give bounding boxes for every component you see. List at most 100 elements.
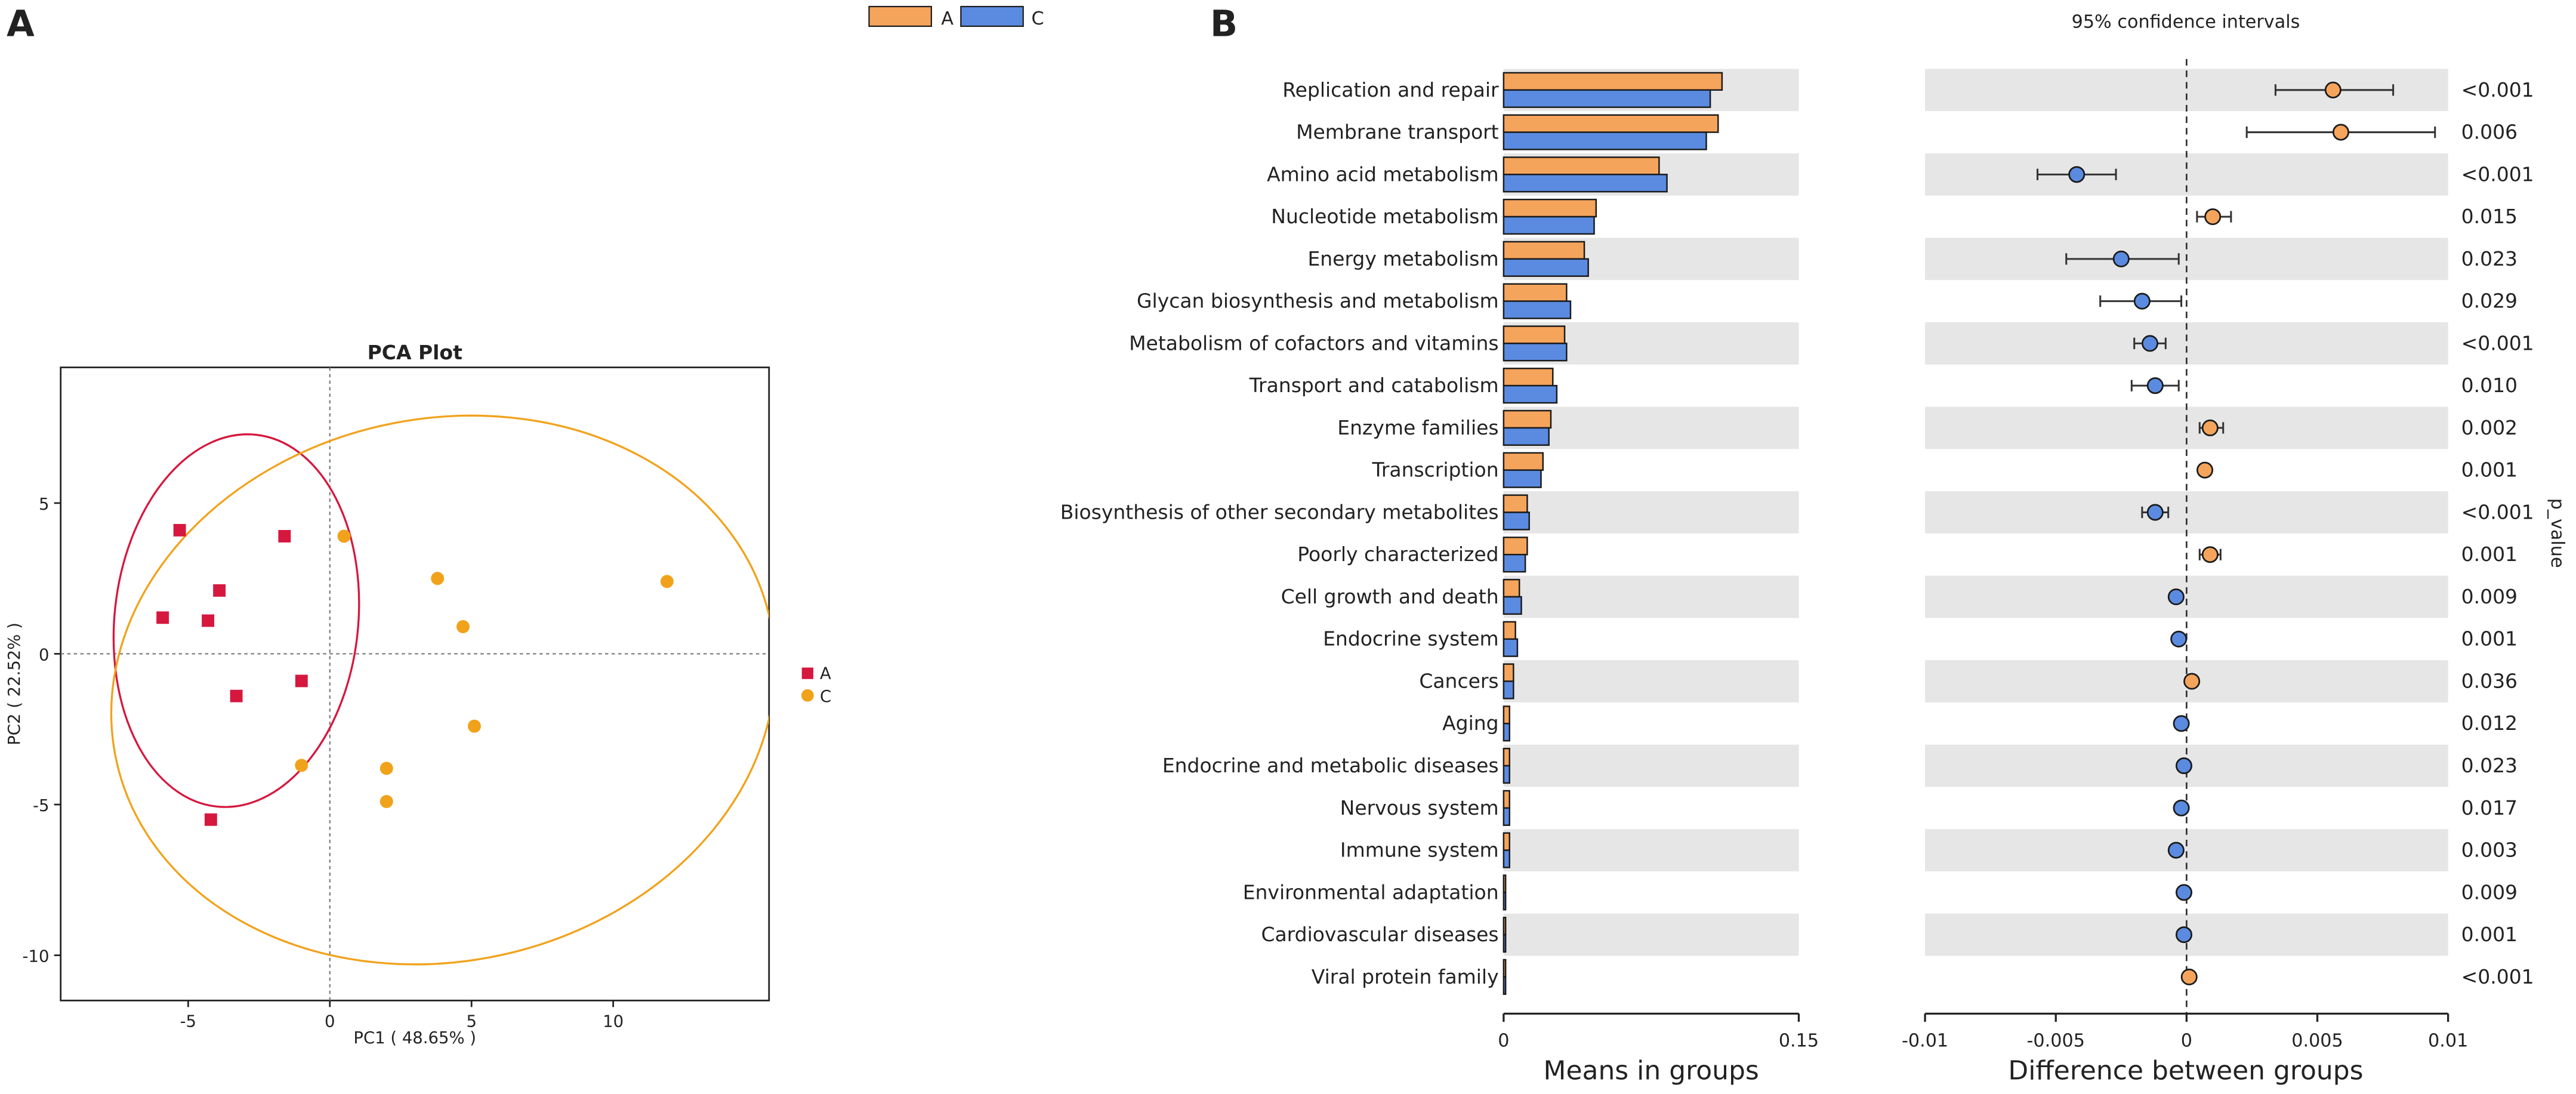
bar-c [1503,343,1568,362]
row-stripe-means [1503,660,1799,702]
bar-a [1503,72,1723,91]
pca-x-tick-label: 10 [603,1012,624,1031]
bar-a [1503,283,1568,302]
category-label: Glycan biosynthesis and metabolism [1137,289,1499,313]
category-label: Energy metabolism [1307,247,1498,270]
pca-legend: A C [801,664,831,706]
pca-point-a [213,584,226,597]
bar-a [1503,452,1544,471]
p-value-label: 0.002 [2461,416,2518,439]
p-value-label: <0.001 [2461,331,2534,355]
category-label: Viral protein family [1312,965,1499,988]
pca-y-tick-label: -10 [23,947,50,966]
category-label: Aging [1442,711,1498,735]
means-x-ticks: 0 0.15 [1498,1013,1819,1051]
pca-legend-c-swatch [801,689,814,702]
bar-a [1503,705,1510,725]
bar-c [1503,638,1519,657]
diff-point [2141,335,2159,352]
bar-c [1503,892,1507,911]
p-value-label: 0.009 [2461,585,2518,608]
bar-a [1503,832,1510,851]
diff-point [2112,250,2130,267]
diff-point [2196,461,2214,479]
diff-point [2167,842,2185,859]
p-value-label: 0.023 [2461,247,2518,270]
pca-point-c [456,620,470,633]
bar-c [1503,469,1542,488]
diff-point [2180,968,2198,985]
diff-x-tick-label: -0.01 [1902,1030,1948,1051]
diff-x-ticks: -0.01 -0.005 0 0.005 0.01 [1902,1013,2468,1051]
row-stripe-means [1503,406,1799,449]
row-stripe-means [1503,829,1799,871]
pca-point-c [295,759,308,772]
p-value-label: 0.001 [2461,543,2518,566]
p-value-label: 0.001 [2461,458,2518,482]
category-label: Amino acid metabolism [1267,162,1499,186]
diff-point [2170,630,2188,648]
category-label: Transcription [1372,458,1499,482]
category-label: Endocrine system [1323,627,1499,651]
category-label: Membrane transport [1296,121,1499,144]
bar-a [1503,368,1554,387]
diff-point [2173,715,2190,732]
legend-a-swatch [868,5,932,27]
diff-point [2167,588,2185,605]
diff-point [2133,292,2151,310]
p-value-label: 0.006 [2461,121,2518,144]
row-stripe-means [1503,744,1799,787]
bar-c [1503,258,1589,277]
panel-b-extended-error-bar: B A C 95% confidence intervals Replicati… [868,3,2568,1086]
legend-c-swatch [960,5,1024,27]
category-label: Environmental adaptation [1243,880,1499,904]
bar-c [1503,765,1510,784]
pca-y-tick-label: 0 [39,645,49,664]
pca-point-c [337,529,351,543]
means-x-tick-label: 0 [1498,1030,1509,1051]
bar-a [1503,494,1528,513]
bar-a [1503,874,1507,893]
diff-point [2204,208,2222,226]
category-label: Poorly characterized [1297,543,1498,566]
diff-x-tick-label: 0 [2181,1030,2192,1051]
legend-c-label: C [1031,8,1044,29]
means-x-axis-label: Means in groups [1544,1055,1759,1086]
pca-point-c [380,794,393,808]
pca-point-a [295,674,308,688]
pca-y-ticks: 5 0 -5 -10 [23,495,61,966]
p-value-label: 0.001 [2461,627,2518,651]
bar-a [1503,578,1520,598]
pca-ellipse-a [112,433,360,808]
bar-a [1503,663,1514,682]
bar-c [1503,174,1668,193]
pca-point-c [431,572,445,585]
bar-a [1503,156,1660,175]
p-value-label: 0.015 [2461,205,2518,228]
category-labels: Replication and repair Membrane transport… [1060,78,1499,988]
diff-point [2324,81,2341,98]
bar-a [1503,537,1528,556]
category-label: Nervous system [1340,796,1499,819]
bar-c [1503,596,1522,615]
bar-a [1503,199,1597,218]
diff-point [2332,124,2349,141]
bar-c [1503,215,1595,235]
diff-point [2173,799,2190,816]
legend-a-label: A [941,8,954,29]
category-label: Biosynthesis of other secondary metaboli… [1060,500,1499,523]
pca-point-a [202,614,215,627]
pca-point-c [660,575,674,588]
pca-point-a [230,689,243,702]
category-label: Metabolism of cofactors and vitamins [1129,331,1498,355]
bar-c [1503,976,1507,995]
bar-c [1503,384,1558,404]
category-label: Cancers [1419,669,1498,692]
panel-a-pca: A PCA Plot -5 0 5 10 5 0 -5 -10 PC1 ( 48.65% )… [5,3,831,1047]
bar-a [1503,959,1507,978]
bar-c [1503,849,1510,868]
category-label: Endocrine and metabolic diseases [1162,754,1499,777]
diff-point [2201,419,2219,436]
pca-ellipses [110,414,769,966]
